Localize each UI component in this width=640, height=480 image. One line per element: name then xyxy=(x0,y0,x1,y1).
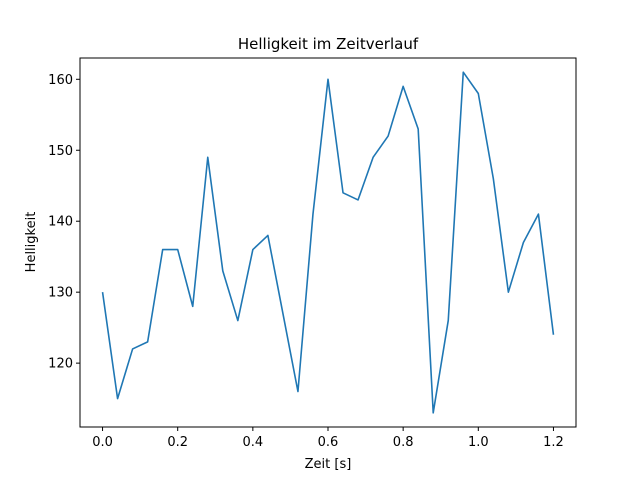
y-tick-label: 150 xyxy=(48,144,73,159)
x-axis-ticks: 0.0 0.2 0.4 0.6 0.8 1.0 1.2 xyxy=(92,427,564,450)
plot-frame xyxy=(79,57,577,428)
x-tick-label: 1.2 xyxy=(543,435,564,450)
series-layer xyxy=(101,71,555,414)
y-axis-label: Helligkeit xyxy=(24,212,39,273)
series-line-1 xyxy=(101,71,555,414)
y-tick-label: 120 xyxy=(48,357,73,372)
y-tick-label: 160 xyxy=(48,73,73,88)
x-tick-label: 0.2 xyxy=(167,435,188,450)
x-tick-label: 0.4 xyxy=(243,435,264,450)
x-tick-label: 1.0 xyxy=(468,435,489,450)
x-tick-label: 0.0 xyxy=(92,435,113,450)
y-axis-ticks: 120 130 140 150 160 xyxy=(48,73,80,372)
y-tick-label: 130 xyxy=(48,286,73,301)
x-tick-label: 0.8 xyxy=(393,435,414,450)
chart-title: Helligkeit im Zeitverlauf xyxy=(238,35,419,53)
x-tick-label: 0.6 xyxy=(318,435,339,450)
y-tick-label: 140 xyxy=(48,215,73,230)
plot-area xyxy=(80,58,576,427)
x-axis-label: Zeit [s] xyxy=(305,457,352,472)
